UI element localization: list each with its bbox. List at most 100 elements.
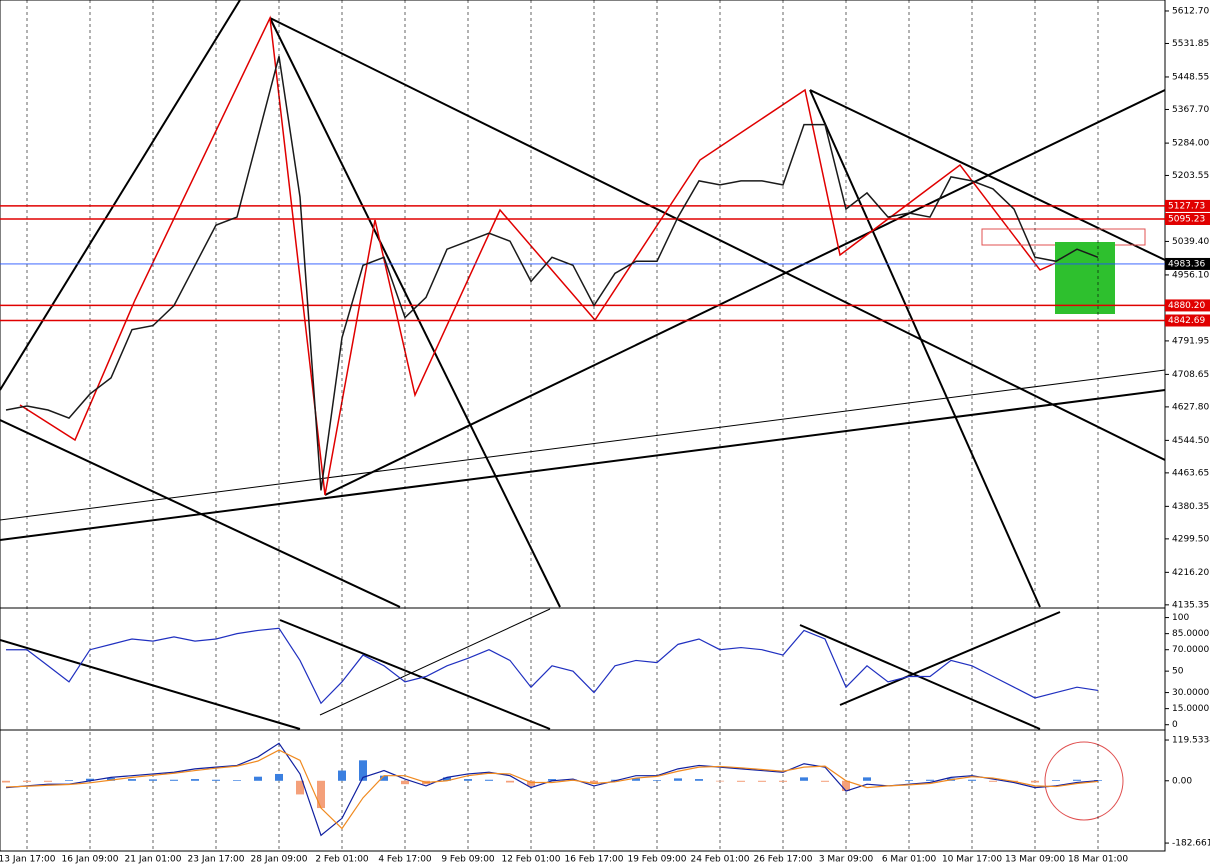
histogram-bar bbox=[737, 780, 745, 782]
histogram-bar bbox=[65, 780, 73, 781]
histogram-bar bbox=[170, 779, 178, 781]
histogram-bar bbox=[317, 780, 325, 809]
histogram-bar bbox=[968, 779, 976, 781]
histogram-bar bbox=[653, 780, 661, 781]
line-series bbox=[5, 56, 1099, 491]
y-tick-label: 119.5334 bbox=[1172, 736, 1210, 746]
y-tick-label: 4380.35 bbox=[1172, 502, 1209, 512]
histogram-bar bbox=[842, 780, 850, 792]
y-tick-label: 4544.50 bbox=[1172, 436, 1209, 446]
x-tick-label: 24 Feb 01:00 bbox=[690, 855, 749, 865]
line-series bbox=[5, 749, 1099, 830]
histogram-bar bbox=[779, 780, 787, 782]
histogram-bar bbox=[821, 780, 829, 782]
histogram-bar bbox=[632, 778, 640, 781]
level-tag bbox=[1165, 212, 1210, 225]
x-tick-label: 13 Mar 09:00 bbox=[1005, 855, 1065, 865]
histogram-bar bbox=[506, 780, 514, 783]
y-tick-label: 0.00 bbox=[1172, 776, 1192, 786]
histogram-bar bbox=[674, 778, 682, 781]
x-tick-label: 19 Feb 09:00 bbox=[627, 855, 686, 865]
x-tick-label: 13 Jan 17:00 bbox=[0, 855, 56, 865]
y-tick-label: 4463.65 bbox=[1172, 468, 1209, 478]
x-tick-label: 9 Feb 09:00 bbox=[441, 855, 495, 865]
y-tick-label: 4216.20 bbox=[1172, 568, 1209, 578]
histogram-bar bbox=[926, 779, 934, 781]
x-tick-label: 16 Jan 09:00 bbox=[62, 855, 119, 865]
x-tick-label: 10 Mar 17:00 bbox=[942, 855, 1002, 865]
y-tick-label: 4956.10 bbox=[1172, 270, 1209, 280]
y-tick-label: 50 bbox=[1172, 667, 1184, 677]
histogram-bar bbox=[2, 780, 10, 783]
y-tick-label: 5531.85 bbox=[1172, 39, 1209, 49]
y-tick-label: 4708.65 bbox=[1172, 370, 1209, 380]
histogram-bar bbox=[86, 778, 94, 781]
x-tick-label: 6 Mar 01:00 bbox=[882, 855, 937, 865]
x-tick-label: 18 Mar 01:00 bbox=[1068, 855, 1128, 865]
histogram-bar bbox=[1031, 780, 1039, 783]
x-tick-label: 3 Mar 09:00 bbox=[819, 855, 874, 865]
level-label: 4983.36 bbox=[1168, 259, 1205, 269]
y-tick-label: 0 bbox=[1172, 720, 1178, 730]
y-tick-label: 4299.50 bbox=[1172, 534, 1209, 544]
target-zone bbox=[1055, 242, 1115, 314]
highlight-circle bbox=[1044, 741, 1124, 821]
y-tick-label: 4135.35 bbox=[1172, 600, 1209, 610]
histogram-bar bbox=[1094, 780, 1102, 781]
x-tick-label: 4 Feb 17:00 bbox=[378, 855, 432, 865]
line-series bbox=[6, 627, 1099, 705]
histogram-bar bbox=[191, 779, 199, 781]
histogram-bar bbox=[107, 778, 115, 781]
histogram-bar bbox=[443, 777, 451, 781]
histogram-bar bbox=[548, 779, 556, 781]
plot-frame bbox=[0, 0, 1166, 852]
histogram-bar bbox=[254, 776, 262, 781]
histogram-bar bbox=[695, 779, 703, 781]
x-tick-label: 16 Feb 17:00 bbox=[564, 855, 623, 865]
histogram-bar bbox=[527, 780, 535, 786]
histogram-bar bbox=[380, 775, 388, 781]
histogram-bar bbox=[758, 780, 766, 782]
y-tick-label: 5039.40 bbox=[1172, 237, 1209, 247]
y-tick-label: 5448.55 bbox=[1172, 72, 1209, 82]
histogram-bar bbox=[1052, 780, 1060, 781]
histogram-bar bbox=[905, 780, 913, 781]
y-tick-label: 5367.70 bbox=[1172, 105, 1209, 115]
histogram-bar bbox=[275, 773, 283, 781]
y-tick-label: 30.0000 bbox=[1172, 688, 1209, 698]
x-tick-label: 23 Jan 17:00 bbox=[188, 855, 245, 865]
level-tag bbox=[1165, 314, 1210, 327]
x-tick-label: 12 Feb 01:00 bbox=[501, 855, 560, 865]
histogram-bar bbox=[128, 779, 136, 781]
histogram-bar bbox=[212, 779, 220, 781]
histogram-bar bbox=[359, 760, 367, 781]
histogram-bar bbox=[1073, 779, 1081, 781]
x-tick-label: 28 Jan 09:00 bbox=[251, 855, 308, 865]
histogram-bar bbox=[296, 780, 304, 795]
y-tick-label: 85.0000 bbox=[1172, 629, 1209, 639]
histogram-bar bbox=[485, 779, 493, 781]
level-label: 5095.23 bbox=[1168, 214, 1205, 224]
level-tag bbox=[1165, 299, 1210, 312]
histogram-bar bbox=[401, 780, 409, 785]
histogram-bar bbox=[800, 777, 808, 781]
y-tick-label: 100 bbox=[1172, 613, 1189, 623]
x-tick-label: 26 Feb 17:00 bbox=[753, 855, 812, 865]
y-tick-label: 4791.95 bbox=[1172, 336, 1209, 346]
histogram-bar bbox=[716, 780, 724, 782]
y-tick-label: 4627.80 bbox=[1172, 402, 1209, 412]
y-tick-label: 15.0000 bbox=[1172, 704, 1209, 714]
level-tag bbox=[1165, 199, 1210, 212]
y-tick-label: 70.0000 bbox=[1172, 645, 1209, 655]
x-tick-label: 21 Jan 01:00 bbox=[125, 855, 182, 865]
histogram-bar bbox=[464, 779, 472, 781]
histogram-bar bbox=[44, 780, 52, 782]
histogram-bar bbox=[590, 780, 598, 784]
histogram-bar bbox=[338, 770, 346, 781]
level-label: 4842.69 bbox=[1168, 316, 1205, 326]
histogram-bar bbox=[23, 780, 31, 782]
y-tick-label: 5284.00 bbox=[1172, 139, 1209, 149]
y-tick-label: -182.6615 bbox=[1172, 839, 1210, 849]
x-tick-label: 2 Feb 01:00 bbox=[315, 855, 369, 865]
